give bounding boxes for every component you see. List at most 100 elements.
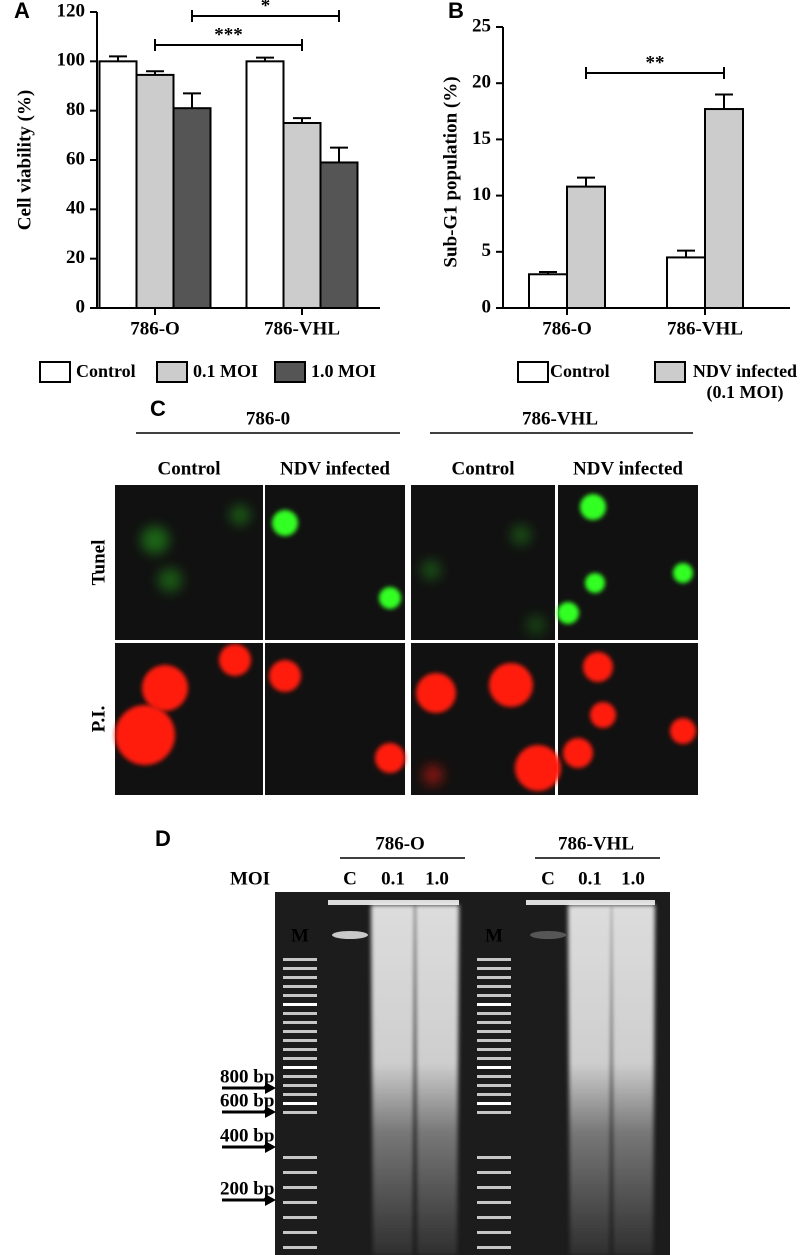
micrograph [558, 485, 698, 640]
y-tick-label: 80 [66, 99, 85, 120]
band [530, 931, 566, 939]
ladder-band [283, 1021, 317, 1024]
cell [590, 702, 616, 728]
ladder-band [283, 1171, 317, 1174]
cell [563, 738, 593, 768]
cell [670, 718, 696, 744]
bar [566, 185, 606, 309]
row-label: MOI [230, 868, 270, 889]
y-axis-label: Sub-G1 population (%) [440, 76, 461, 267]
y-tick-label: 40 [66, 198, 85, 219]
column-header: NDV infected [280, 458, 390, 479]
ladder-band [477, 1231, 511, 1234]
size-label: 200 bp [220, 1178, 274, 1199]
marker-label: M [291, 925, 309, 946]
ladder-band [477, 958, 511, 961]
legend-label: 1.0 MOI [311, 361, 376, 381]
panel-label: D [155, 826, 171, 851]
size-label: 800 bp [220, 1066, 274, 1087]
significance-label: * [261, 0, 271, 16]
cell [379, 587, 401, 609]
well [526, 900, 570, 905]
ladder-band [477, 1084, 511, 1087]
ladder-band [477, 985, 511, 988]
bar [98, 60, 138, 310]
ladder-band [283, 1231, 317, 1234]
marker-label: M [485, 925, 503, 946]
well [611, 900, 655, 905]
group-header: 786-O [375, 833, 425, 854]
ladder-band [477, 1012, 511, 1015]
ladder-band [283, 1048, 317, 1051]
ladder-band [283, 1012, 317, 1015]
legend-label: Control [76, 361, 136, 381]
y-tick-label: 25 [472, 15, 491, 36]
size-label: 600 bp [220, 1090, 274, 1111]
column-header: NDV infected [573, 458, 683, 479]
well [371, 900, 415, 905]
cell [526, 615, 546, 635]
y-axis-label: Cell viability (%) [14, 90, 35, 230]
ladder-band [477, 1066, 511, 1069]
ladder-band [477, 1216, 511, 1219]
bar [319, 161, 359, 309]
smear [371, 905, 415, 1255]
cell [583, 652, 613, 682]
bar [666, 256, 706, 310]
ladder-band [283, 1216, 317, 1219]
ladder-band [477, 1057, 511, 1060]
y-tick-label: 0 [76, 296, 86, 317]
cell [272, 510, 298, 536]
ladder-band [477, 1156, 511, 1159]
ladder-band [477, 1048, 511, 1051]
ladder-band [477, 1003, 511, 1006]
ladder-band [477, 1030, 511, 1033]
ladder-band [477, 1021, 511, 1024]
ladder-band [283, 994, 317, 997]
bar [528, 273, 568, 309]
panel-label: A [14, 0, 30, 23]
cell [416, 673, 456, 713]
row-label: Tunel [88, 540, 109, 586]
ladder-band [477, 1201, 511, 1204]
group-header: 786-0 [246, 408, 290, 429]
legend-swatch [39, 361, 71, 383]
well [568, 900, 612, 905]
y-tick-label: 15 [472, 128, 491, 149]
ladder-band [283, 1057, 317, 1060]
significance-label: ** [646, 52, 665, 73]
legend-label: NDV infected (0.1 MOI) [692, 361, 798, 402]
column-header: Control [158, 458, 221, 479]
cell [673, 563, 693, 583]
arrowhead [265, 1106, 276, 1118]
smear [568, 905, 612, 1255]
ladder-band [477, 1102, 511, 1105]
ladder-band [477, 1111, 511, 1114]
ladder-band [283, 1039, 317, 1042]
well [415, 900, 459, 905]
column-header: Control [452, 458, 515, 479]
lane-label: 0.1 [381, 868, 405, 889]
cell [375, 743, 405, 773]
ladder-band [283, 1186, 317, 1189]
ladder-band [477, 976, 511, 979]
ladder-band [283, 1030, 317, 1033]
legend-swatch [517, 361, 549, 383]
micrograph [558, 643, 698, 795]
cell [423, 765, 443, 785]
cell [557, 602, 579, 624]
ladder-band [283, 985, 317, 988]
ladder-band [477, 994, 511, 997]
group-header: 786-VHL [522, 408, 598, 429]
bar [704, 108, 744, 309]
x-tick-label: 786-VHL [264, 318, 340, 339]
lane-label: 1.0 [425, 868, 449, 889]
ladder-band [477, 1039, 511, 1042]
cell [142, 665, 188, 711]
cell [489, 663, 533, 707]
arrowhead [265, 1141, 276, 1153]
panel-label: B [448, 0, 464, 23]
legend-swatch [654, 361, 686, 383]
cell [269, 660, 301, 692]
bar [172, 107, 212, 309]
